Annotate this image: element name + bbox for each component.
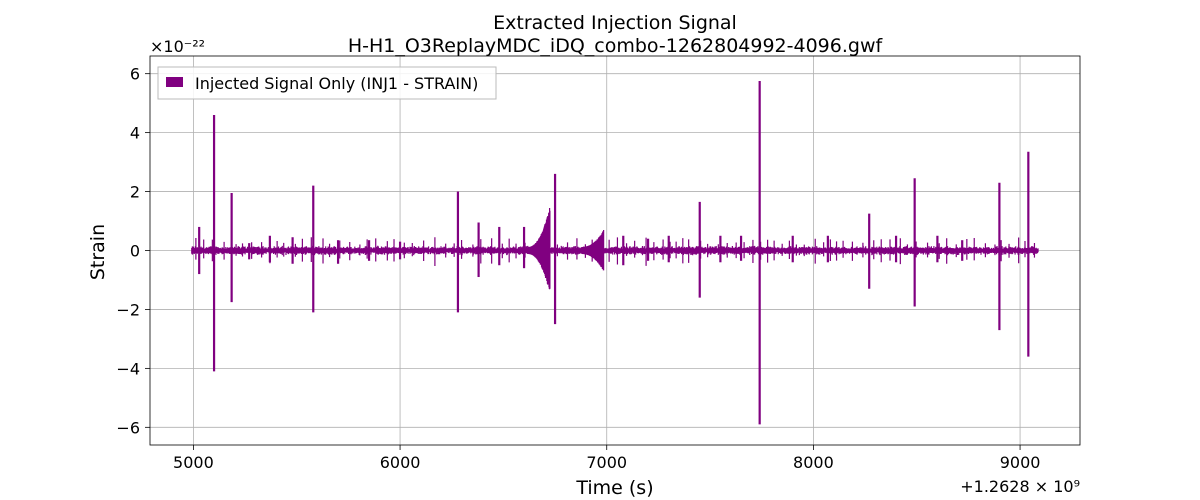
x-tick-label: 7000 bbox=[586, 453, 627, 472]
y-tick-label: 6 bbox=[130, 65, 140, 84]
x-tick-label: 5000 bbox=[173, 453, 214, 472]
x-axis: 5000 6000 7000 8000 9000 bbox=[173, 445, 1040, 472]
x-tick-label: 9000 bbox=[1000, 453, 1041, 472]
y-axis-multiplier: ×10⁻²² bbox=[150, 37, 205, 56]
legend: Injected Signal Only (INJ1 - STRAIN) bbox=[157, 66, 497, 100]
y-tick-label: 2 bbox=[130, 183, 140, 202]
legend-swatch bbox=[166, 77, 183, 87]
chart-subtitle: H-H1_O3ReplayMDC_iDQ_combo-1262804992-40… bbox=[348, 35, 884, 57]
y-tick-label: −2 bbox=[116, 300, 140, 319]
x-axis-label: Time (s) bbox=[575, 477, 653, 499]
chart-title: Extracted Injection Signal bbox=[493, 12, 737, 34]
chirp bbox=[527, 207, 551, 290]
y-tick-label: 0 bbox=[130, 242, 140, 261]
legend-box bbox=[157, 66, 497, 100]
x-tick-label: 6000 bbox=[380, 453, 421, 472]
y-axis: −6 −4 −2 0 2 4 6 bbox=[116, 65, 150, 437]
x-axis-offset: +1.2628 × 10⁹ bbox=[960, 477, 1080, 496]
y-tick-label: 4 bbox=[130, 124, 140, 143]
legend-entry: Injected Signal Only (INJ1 - STRAIN) bbox=[195, 74, 478, 93]
y-axis-label: Strain bbox=[87, 224, 109, 280]
y-tick-label: −6 bbox=[116, 418, 140, 437]
series-injected-signal bbox=[191, 81, 1039, 425]
x-tick-label: 8000 bbox=[793, 453, 834, 472]
y-tick-label: −4 bbox=[116, 359, 140, 378]
